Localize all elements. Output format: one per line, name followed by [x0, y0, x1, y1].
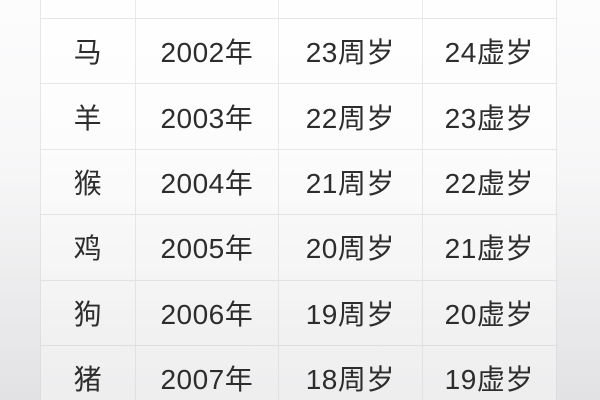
nominal-age-cell: 23虚岁 [422, 84, 556, 149]
table-row: 马 2002年 23周岁 24虚岁 [41, 19, 556, 85]
year-cell: 2006年 [135, 280, 280, 345]
nominal-age-cell: 19虚岁 [422, 345, 556, 400]
year-cell: 2004年 [135, 149, 280, 215]
nominal-age-cell: 21虚岁 [422, 215, 556, 280]
nominal-age-cell: 20虚岁 [422, 280, 556, 345]
full-age-cell: 18周岁 [279, 345, 423, 400]
table-row: 鸡 2005年 20周岁 21虚岁 [41, 215, 556, 281]
year-cell: 2007年 [135, 345, 280, 400]
full-age-cell: 19周岁 [279, 280, 423, 345]
full-age-cell: 22周岁 [279, 84, 423, 149]
zodiac-cell: 马 [41, 19, 136, 84]
table-row: 狗 2006年 19周岁 20虚岁 [41, 280, 556, 346]
year-cell: 2002年 [135, 19, 280, 84]
full-age-cell: 21周岁 [279, 149, 423, 215]
table-row: 羊 2003年 22周岁 23虚岁 [41, 84, 556, 150]
zodiac-age-table: 马 2002年 23周岁 24虚岁 羊 2003年 22周岁 23虚岁 猴 20… [40, 0, 557, 400]
nominal-age-cell: 24虚岁 [422, 19, 556, 84]
year-cell: 2005年 [135, 215, 280, 280]
zodiac-cell: 狗 [41, 280, 136, 345]
zodiac-cell: 猪 [41, 345, 136, 400]
full-age-cell: 23周岁 [279, 19, 423, 84]
table-row: 猪 2007年 18周岁 19虚岁 [41, 345, 556, 400]
zodiac-cell: 羊 [41, 84, 136, 149]
table-row: 猴 2004年 21周岁 22虚岁 [41, 149, 556, 216]
year-cell [135, 0, 280, 18]
zodiac-cell: 鸡 [41, 215, 136, 280]
full-age-cell: 20周岁 [279, 215, 423, 280]
table-row-partial [41, 0, 556, 19]
year-cell: 2003年 [135, 84, 280, 149]
zodiac-cell: 猴 [41, 149, 136, 215]
full-age-cell [279, 0, 423, 18]
zodiac-cell [41, 0, 136, 18]
nominal-age-cell: 22虚岁 [422, 149, 556, 215]
nominal-age-cell [422, 0, 556, 18]
